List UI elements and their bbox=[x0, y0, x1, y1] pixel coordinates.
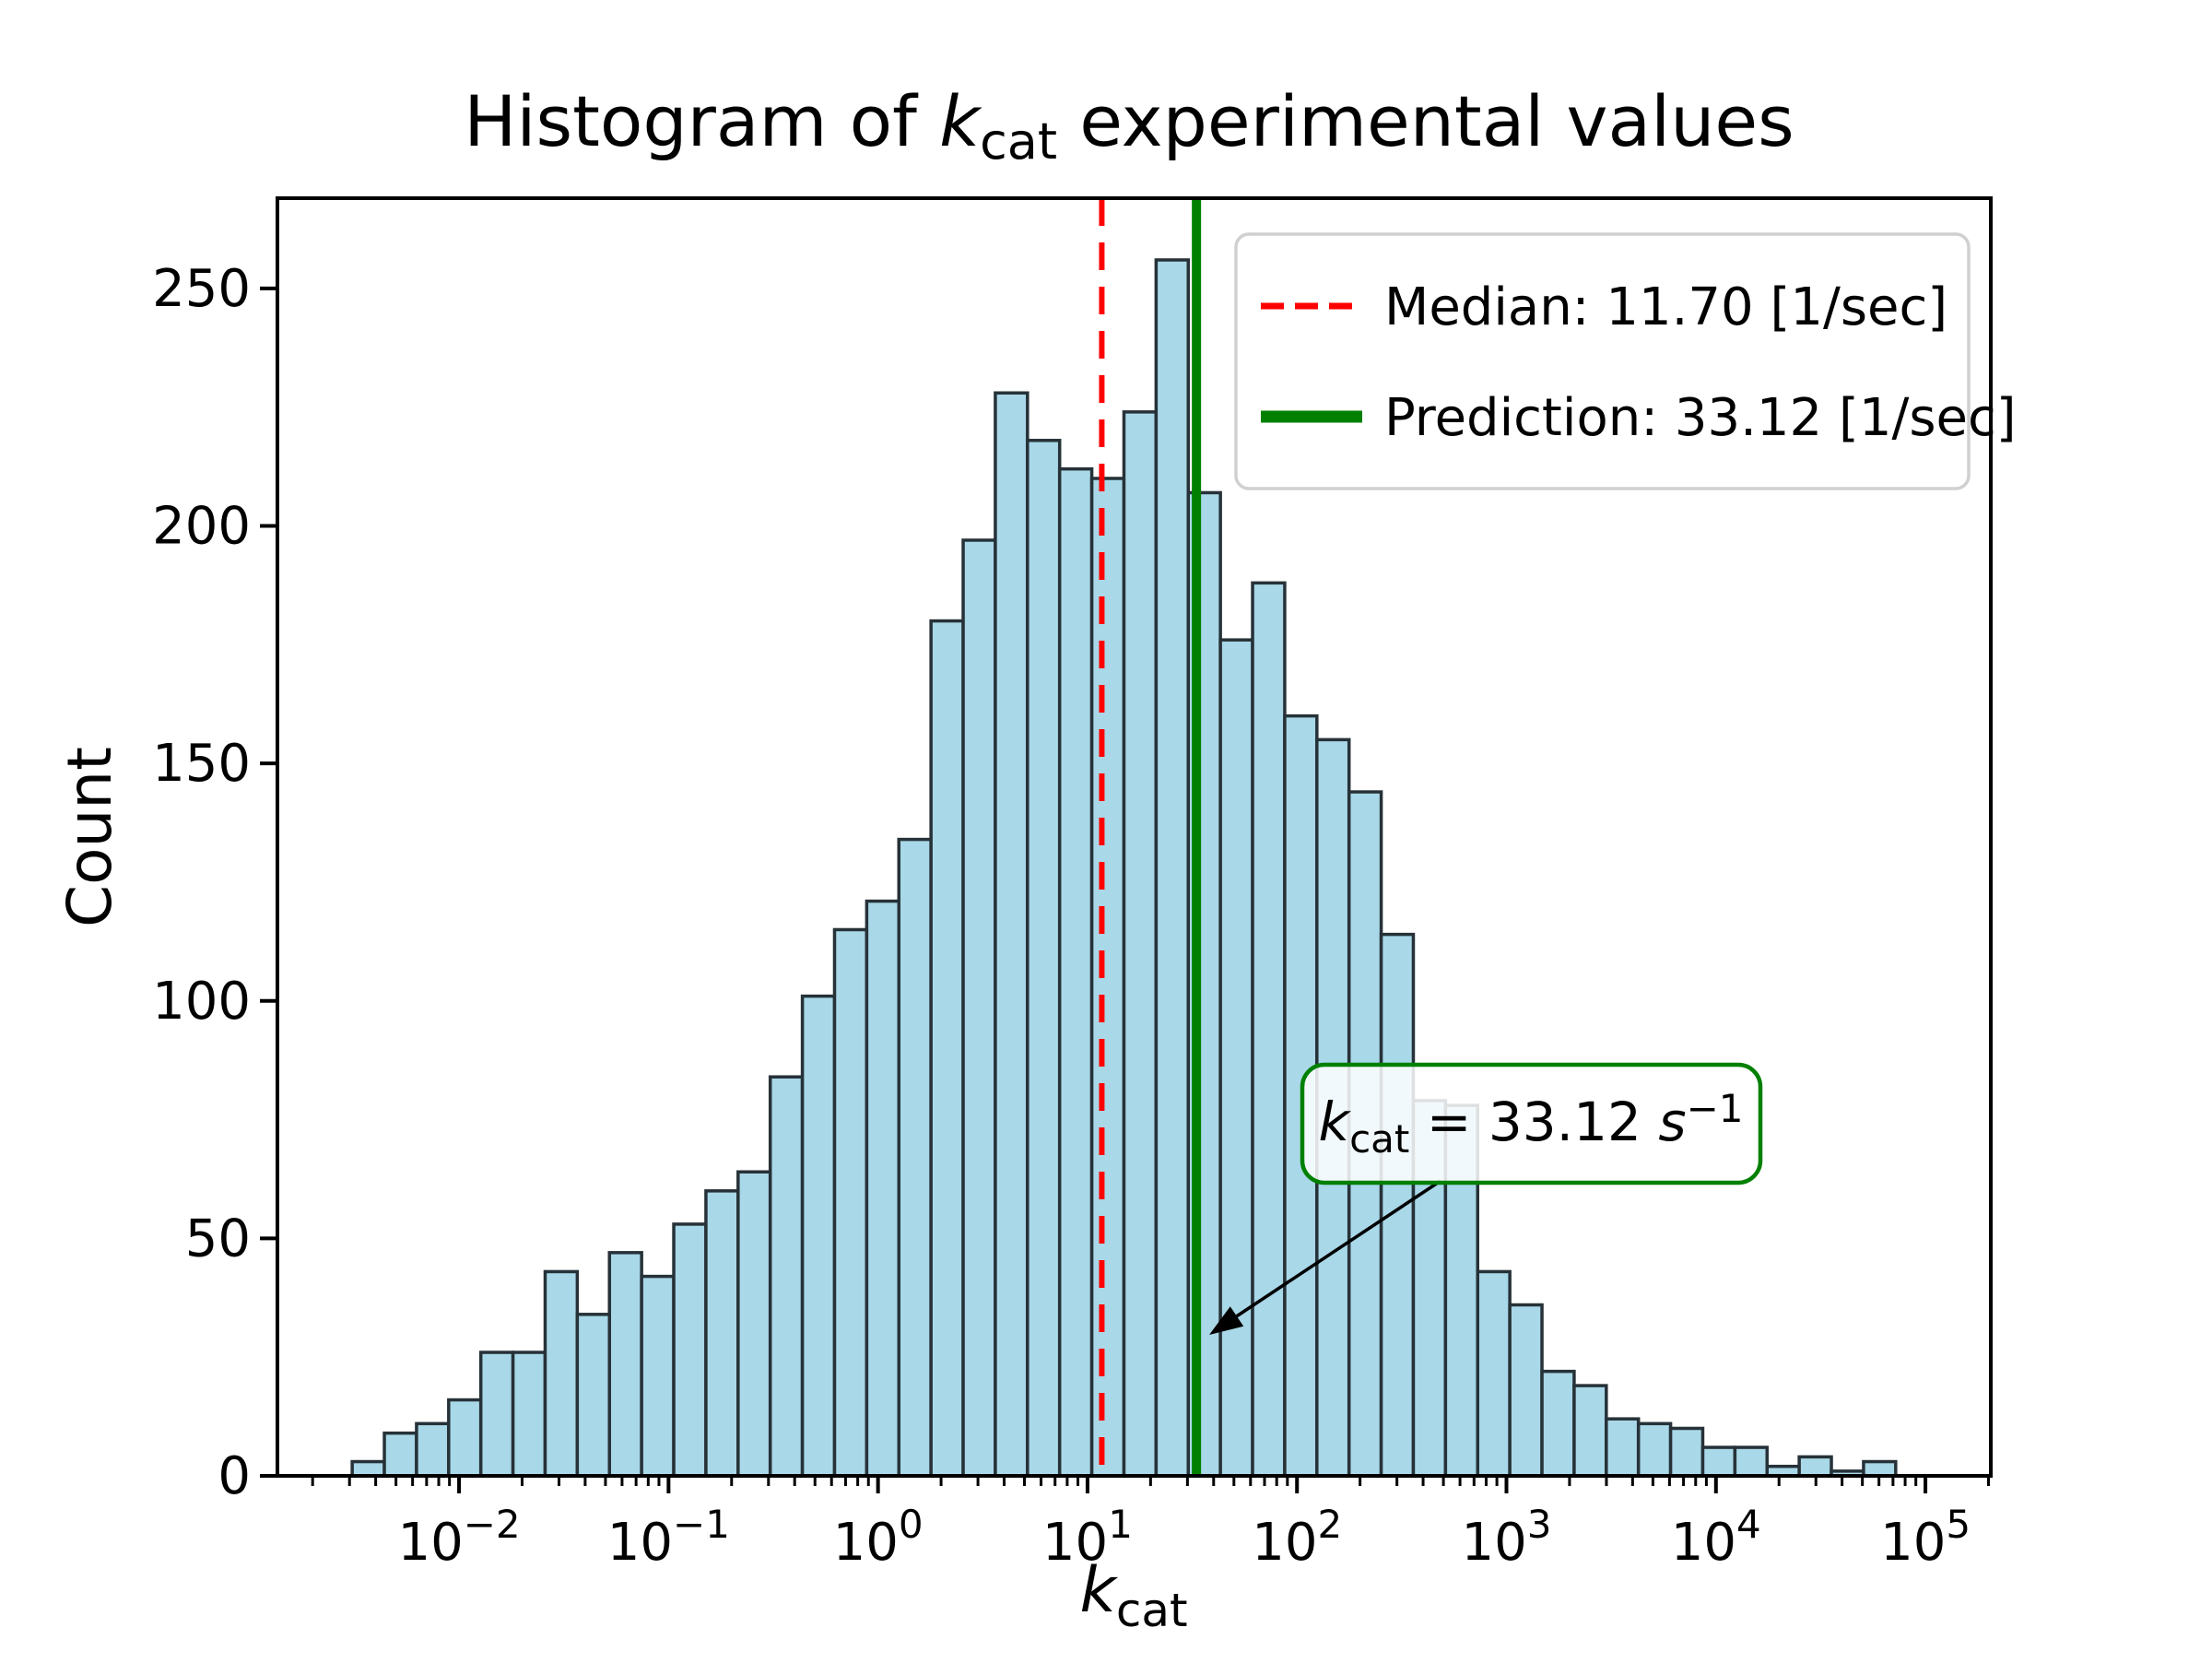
histogram-bar bbox=[1668, 1426, 1705, 1478]
histogram-bar bbox=[1862, 1459, 1898, 1478]
histogram-bar bbox=[994, 391, 1030, 1478]
histogram-bar bbox=[768, 1075, 805, 1478]
x-axis-label: kcat bbox=[1079, 1554, 1187, 1637]
histogram-bar bbox=[897, 837, 933, 1478]
histogram-bar bbox=[1089, 477, 1126, 1478]
annotation-text: kcat = 33.12 s−1 bbox=[1319, 1086, 1744, 1162]
histogram-bar bbox=[1057, 466, 1094, 1478]
histogram-bar bbox=[1797, 1455, 1833, 1478]
y-tick-label: 100 bbox=[152, 972, 251, 1032]
histogram-bar bbox=[704, 1189, 740, 1478]
histogram-bar bbox=[736, 1170, 772, 1478]
histogram-bar bbox=[800, 994, 837, 1478]
histogram-bar bbox=[929, 619, 965, 1478]
legend-box bbox=[1234, 232, 1971, 490]
histogram-bar bbox=[1540, 1369, 1576, 1478]
histogram-bar bbox=[511, 1350, 547, 1478]
histogram-bar bbox=[1218, 638, 1254, 1478]
histogram-bar bbox=[672, 1222, 708, 1478]
annotation-arrow-head bbox=[1209, 1306, 1244, 1335]
histogram-bar bbox=[478, 1350, 515, 1478]
y-tick-label: 250 bbox=[152, 259, 251, 319]
y-tick-label: 0 bbox=[218, 1446, 251, 1506]
annotation-box bbox=[1300, 1062, 1763, 1185]
histogram-bar bbox=[415, 1421, 451, 1478]
x-tick-label: 102 bbox=[1252, 1502, 1342, 1573]
x-tick-label: 103 bbox=[1462, 1502, 1552, 1573]
y-tick-label: 150 bbox=[152, 734, 251, 794]
histogram-bar bbox=[1605, 1417, 1641, 1478]
legend-label-median: Median: 11.70 [1/sec] bbox=[1384, 277, 1947, 337]
histogram-bar bbox=[350, 1459, 386, 1478]
histogram-bar bbox=[1508, 1303, 1544, 1478]
histogram-bar bbox=[1154, 258, 1191, 1478]
histogram-bar bbox=[640, 1274, 676, 1478]
histogram-bar bbox=[1251, 581, 1287, 1478]
x-tick-label: 104 bbox=[1671, 1502, 1761, 1573]
x-tick-label: 10−1 bbox=[607, 1502, 730, 1573]
annotation-arrow-shaft bbox=[1234, 1179, 1441, 1319]
y-tick-label: 200 bbox=[152, 497, 251, 557]
histogram-bar bbox=[865, 899, 901, 1478]
histogram-bar bbox=[1700, 1445, 1737, 1478]
histogram-bar bbox=[1636, 1421, 1673, 1478]
histogram-bar bbox=[1122, 410, 1159, 1478]
y-axis-label: Count bbox=[54, 747, 125, 927]
histogram-bar bbox=[447, 1398, 483, 1478]
x-tick-label: 100 bbox=[833, 1502, 924, 1573]
histogram-bar bbox=[1026, 439, 1062, 1478]
x-tick-label: 105 bbox=[1880, 1502, 1971, 1573]
plot-layer: 10−2 10−1 100 101 102 103 104 105 0 50 100 150 200 25… bbox=[152, 196, 1993, 1573]
x-tick-label: 10−2 bbox=[397, 1502, 520, 1573]
chart-title: Histogram of kcat experimental values bbox=[464, 80, 1794, 171]
y-tick-label: 50 bbox=[185, 1209, 251, 1268]
legend-label-prediction: Prediction: 33.12 [1/sec] bbox=[1384, 388, 2017, 448]
histogram-bar bbox=[575, 1313, 612, 1478]
histogram-bar bbox=[607, 1251, 643, 1478]
histogram-bar bbox=[543, 1269, 580, 1478]
histogram-bar bbox=[832, 927, 869, 1478]
histogram-bar bbox=[1476, 1269, 1512, 1478]
histogram-bar bbox=[1379, 932, 1416, 1478]
histogram-bar bbox=[1733, 1445, 1770, 1478]
histogram-bar bbox=[382, 1431, 418, 1478]
histogram-bar bbox=[961, 538, 997, 1478]
plot-border bbox=[276, 196, 1993, 1478]
x-tick-label: 101 bbox=[1042, 1502, 1133, 1573]
histogram-bar bbox=[1572, 1384, 1608, 1478]
